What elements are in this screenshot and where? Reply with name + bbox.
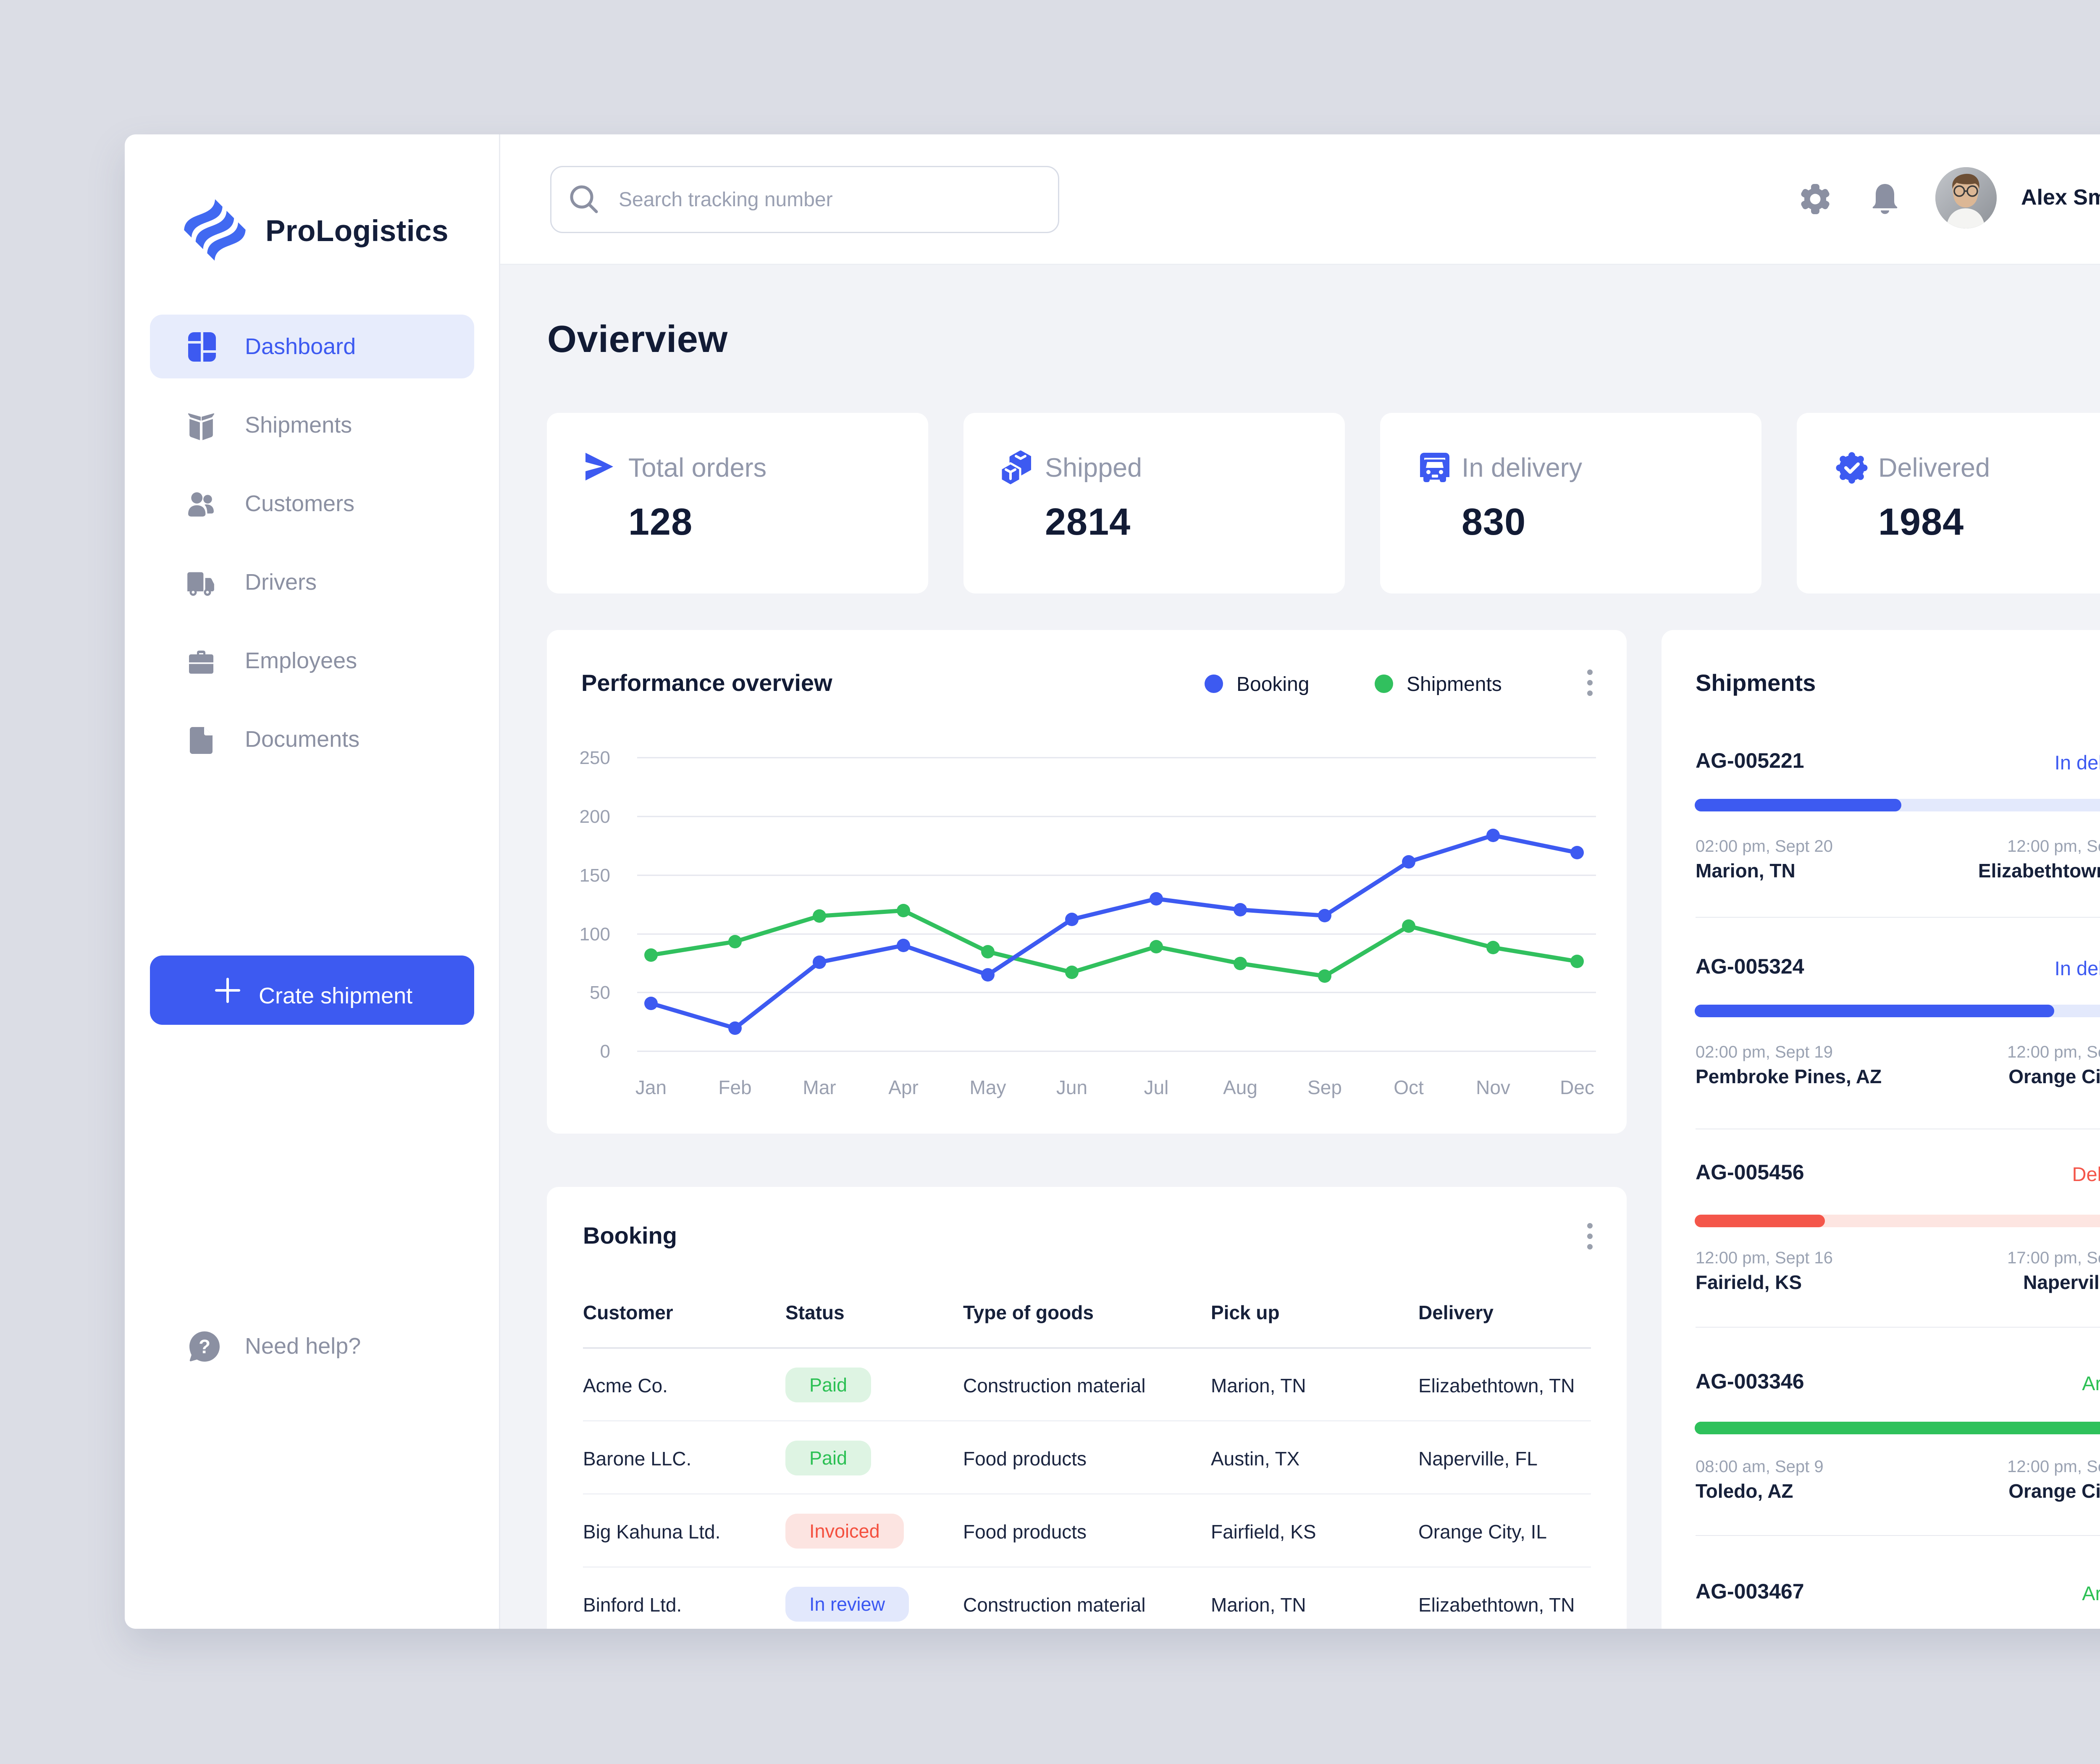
svg-text:Sep: Sep (1307, 1076, 1342, 1098)
svg-text:Jan: Jan (635, 1076, 667, 1098)
svg-text:Jul: Jul (1144, 1076, 1169, 1098)
svg-text:?: ? (199, 1336, 210, 1357)
svg-text:200: 200 (580, 806, 610, 827)
svg-text:Dec: Dec (1560, 1076, 1594, 1098)
svg-text:Oct: Oct (1394, 1076, 1424, 1098)
svg-text:250: 250 (580, 748, 610, 768)
svg-text:Feb: Feb (718, 1076, 751, 1098)
svg-text:100: 100 (580, 924, 610, 945)
svg-text:0: 0 (600, 1041, 610, 1062)
svg-text:Apr: Apr (888, 1076, 919, 1098)
svg-text:Nov: Nov (1476, 1076, 1510, 1098)
svg-text:150: 150 (580, 865, 610, 886)
svg-text:May: May (970, 1076, 1006, 1098)
svg-text:Jun: Jun (1056, 1076, 1087, 1098)
svg-text:Mar: Mar (803, 1076, 836, 1098)
svg-text:Aug: Aug (1223, 1076, 1257, 1098)
svg-text:50: 50 (590, 982, 610, 1003)
